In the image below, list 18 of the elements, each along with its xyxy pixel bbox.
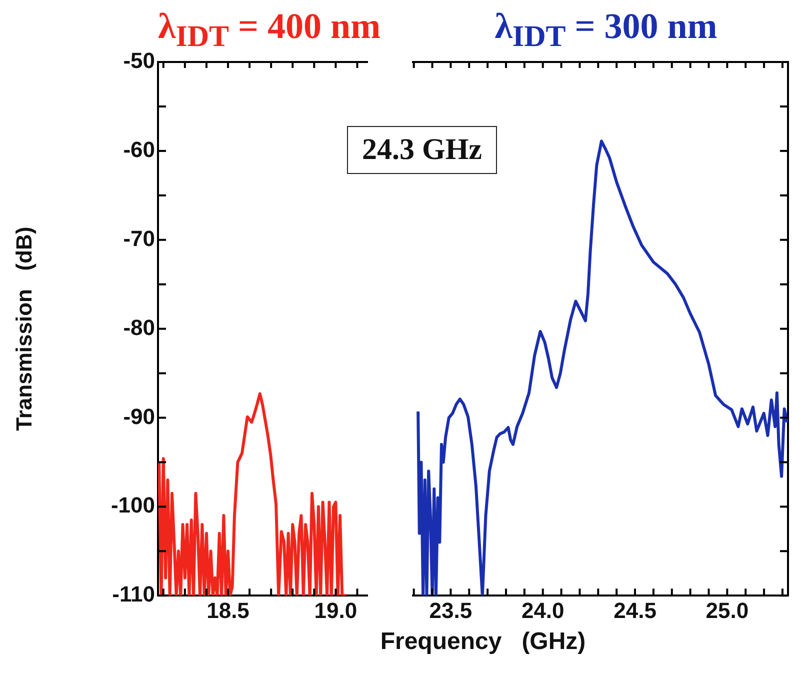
x-tick-label: 18.5 bbox=[206, 598, 250, 623]
y-axis-title: Transmission (dB) bbox=[11, 226, 36, 431]
x-tick-label: 24.0 bbox=[521, 598, 564, 623]
chart-title: λ$_{IDT}$ = 300 nm bbox=[494, 6, 718, 54]
y-tick-label: -70 bbox=[123, 226, 155, 251]
chart-title: λ$_{IDT}$ = 400 nm bbox=[157, 6, 381, 54]
x-tick-label: 19.0 bbox=[314, 598, 358, 623]
y-tick-label: -110 bbox=[112, 582, 155, 607]
x-axis-title: Frequency (GHz) bbox=[379, 628, 587, 656]
y-tick-label: -80 bbox=[123, 314, 155, 340]
y-tick-label: -60 bbox=[123, 136, 155, 162]
x-tick-label: 25.0 bbox=[706, 598, 749, 623]
y-tick-label: -50 bbox=[123, 48, 155, 74]
y-tick-label: -90 bbox=[123, 404, 155, 429]
x-tick-label: 24.5 bbox=[614, 598, 656, 623]
x-tick-label: 23.5 bbox=[429, 598, 472, 623]
annotation: 24.3 GHz bbox=[347, 126, 497, 174]
y-tick-label: -100 bbox=[110, 492, 155, 518]
